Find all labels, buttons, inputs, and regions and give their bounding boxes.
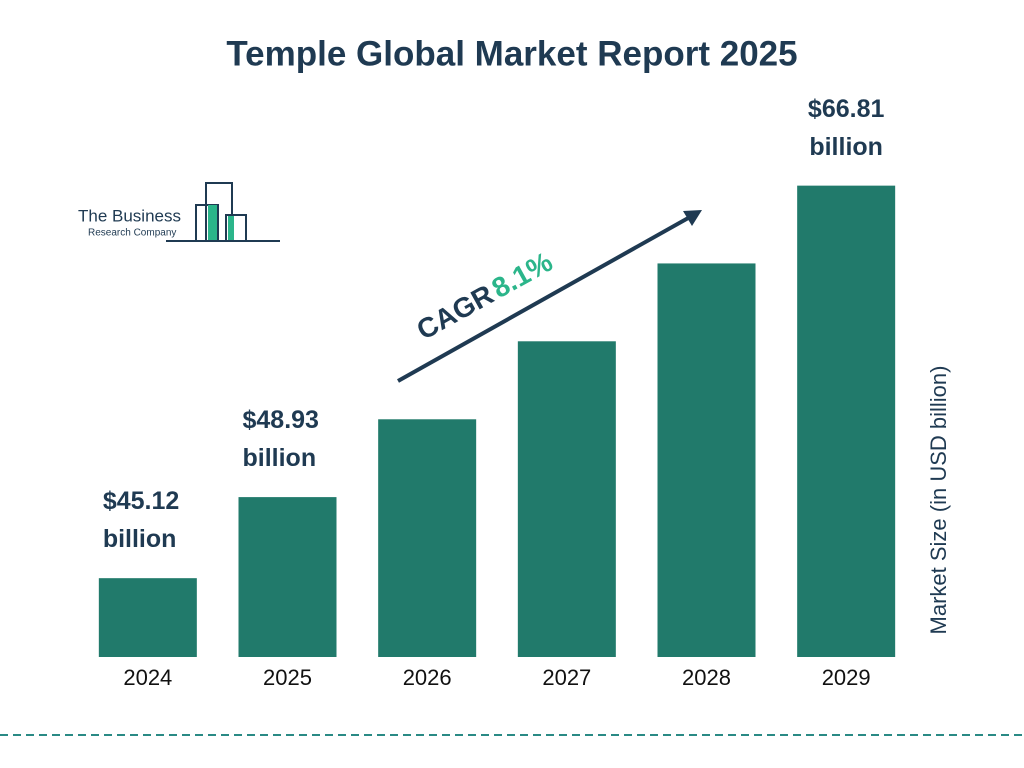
cagr-label: CAGR [411,279,498,346]
logo-text: The Business [78,206,181,225]
value-label: $45.12 billion [102,487,180,554]
bar [517,341,616,657]
cagr-arrow-head [683,210,702,226]
logo-shape [228,215,234,241]
chart-title: Temple Global Market Report 2025 [226,34,797,73]
x-tick-label: 2024 [123,665,172,690]
cagr-arrow [397,215,691,383]
bar [378,419,477,657]
x-tick-label: 2026 [403,665,452,690]
value-label: $48.93 billion [242,406,319,473]
x-tick-label: 2028 [682,665,731,690]
logo-shape [208,205,217,241]
bar [657,263,756,657]
value-label: $66.81 billion [807,94,885,161]
x-tick-label: 2025 [263,665,312,690]
y-axis-label: Market Size (in USD billion) [926,366,951,635]
logo: The Business Research Company [78,182,280,242]
logo-shape [166,214,280,242]
bar [98,578,197,657]
bar [238,497,337,657]
x-tick-label: 2029 [822,665,871,690]
bar [797,185,896,657]
x-tick-label: 2027 [542,665,591,690]
logo-text: Research Company [88,228,176,239]
